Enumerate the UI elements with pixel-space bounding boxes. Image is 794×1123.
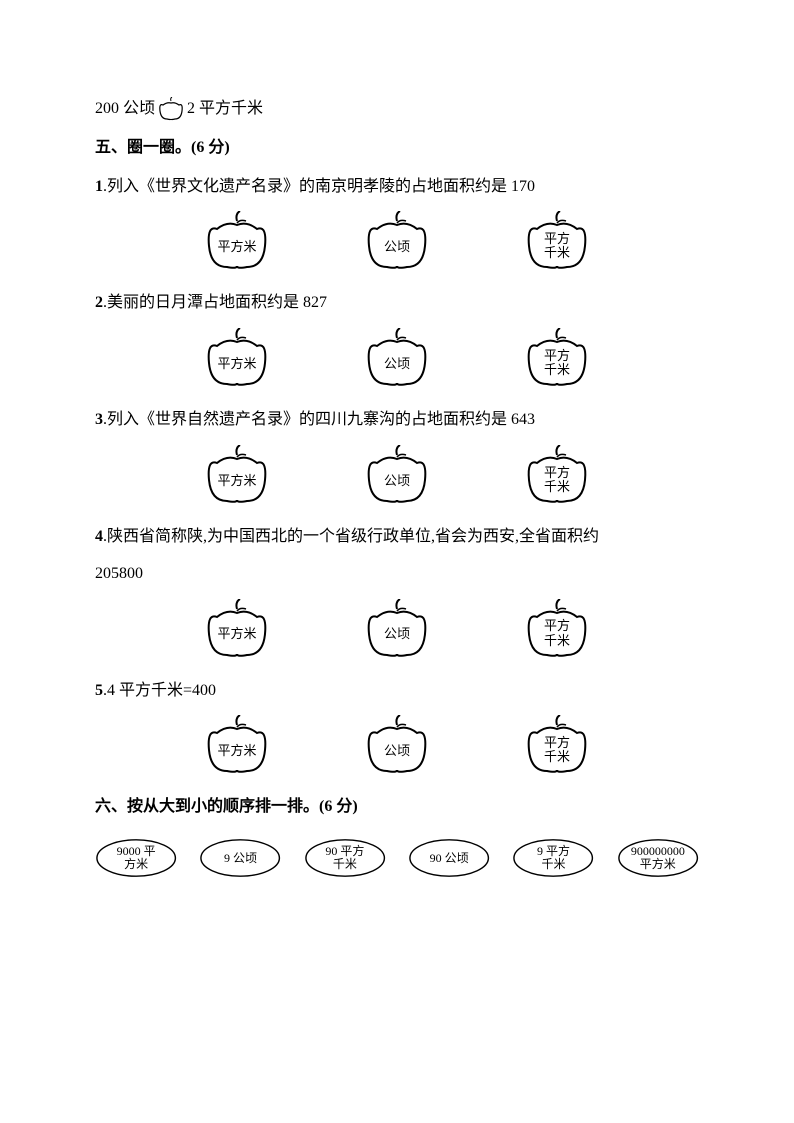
apple-option-2[interactable]: 公顷	[362, 328, 432, 388]
ellipse-item-6[interactable]: 900000000平方米	[617, 837, 699, 879]
section6-title: 六、按从大到小的顺序排一排。(6 分)	[95, 793, 699, 822]
ellipse-label: 9 公顷	[224, 852, 257, 865]
apple-label: 平方米	[217, 240, 256, 254]
apple-option-1[interactable]: 平方米	[202, 599, 272, 659]
apple-option-2[interactable]: 公顷	[362, 445, 432, 505]
apple-row-1: 平方米 公顷 平方千米	[95, 211, 699, 271]
top-right-value: 2 平方千米	[187, 95, 263, 124]
q2-text: .美丽的日月潭占地面积约是 827	[103, 294, 327, 311]
q3-text: .列入《世界自然遗产名录》的四川九寨沟的占地面积约是 643	[103, 411, 535, 428]
apple-label: 平方米	[217, 357, 256, 371]
apple-label: 公顷	[384, 474, 410, 488]
q4-text: .陕西省简称陕,为中国西北的一个省级行政单位,省会为西安,全省面积约	[103, 528, 599, 545]
apple-label: 平方千米	[544, 619, 570, 648]
ellipse-item-2[interactable]: 9 公顷	[199, 837, 281, 879]
ellipse-label: 90 公顷	[430, 852, 469, 865]
apple-row-3: 平方米 公顷 平方千米	[95, 445, 699, 505]
apple-option-2[interactable]: 公顷	[362, 715, 432, 775]
apple-label: 公顷	[384, 627, 410, 641]
apple-label: 平方米	[217, 744, 256, 758]
q5-num: 5	[95, 682, 103, 699]
ellipse-item-4[interactable]: 90 公顷	[408, 837, 490, 879]
apple-row-5: 平方米 公顷 平方千米	[95, 715, 699, 775]
apple-row-2: 平方米 公顷 平方千米	[95, 328, 699, 388]
apple-option-3[interactable]: 平方千米	[522, 599, 592, 659]
apple-option-1[interactable]: 平方米	[202, 715, 272, 775]
q4-num: 4	[95, 528, 103, 545]
apple-option-1[interactable]: 平方米	[202, 211, 272, 271]
apple-label: 平方米	[217, 627, 256, 641]
ellipse-row: 9000 平方米 9 公顷 90 平方千米 90 公顷 9 平方千米 90000…	[95, 837, 699, 879]
question-4: 4.陕西省简称陕,为中国西北的一个省级行政单位,省会为西安,全省面积约	[95, 523, 699, 552]
apple-label: 公顷	[384, 240, 410, 254]
apple-option-3[interactable]: 平方千米	[522, 328, 592, 388]
apple-label: 平方千米	[544, 349, 570, 378]
ellipse-label: 900000000平方米	[631, 845, 685, 871]
q5-text: .4 平方千米=400	[103, 682, 216, 699]
apple-label: 平方千米	[544, 466, 570, 495]
apple-label: 公顷	[384, 744, 410, 758]
section5-title: 五、圈一圈。(6 分)	[95, 134, 699, 163]
apple-label: 平方千米	[544, 232, 570, 261]
ellipse-item-1[interactable]: 9000 平方米	[95, 837, 177, 879]
apple-label: 平方米	[217, 474, 256, 488]
apple-option-3[interactable]: 平方千米	[522, 211, 592, 271]
q1-text: .列入《世界文化遗产名录》的南京明孝陵的占地面积约是 170	[103, 178, 535, 195]
ellipse-label: 9000 平方米	[117, 845, 156, 871]
apple-option-2[interactable]: 公顷	[362, 599, 432, 659]
apple-option-2[interactable]: 公顷	[362, 211, 432, 271]
question-5: 5.4 平方千米=400	[95, 677, 699, 706]
apple-option-1[interactable]: 平方米	[202, 445, 272, 505]
ellipse-label: 90 平方千米	[325, 845, 364, 871]
question-3: 3.列入《世界自然遗产名录》的四川九寨沟的占地面积约是 643	[95, 406, 699, 435]
small-apple-icon	[157, 97, 185, 121]
apple-row-4: 平方米 公顷 平方千米	[95, 599, 699, 659]
q3-num: 3	[95, 411, 103, 428]
q1-num: 1	[95, 178, 103, 195]
apple-option-3[interactable]: 平方千米	[522, 445, 592, 505]
question-1: 1.列入《世界文化遗产名录》的南京明孝陵的占地面积约是 170	[95, 173, 699, 202]
ellipse-item-3[interactable]: 90 平方千米	[304, 837, 386, 879]
top-left-value: 200 公顷	[95, 95, 155, 124]
apple-label: 公顷	[384, 357, 410, 371]
ellipse-item-5[interactable]: 9 平方千米	[512, 837, 594, 879]
question-2: 2.美丽的日月潭占地面积约是 827	[95, 289, 699, 318]
page-content: 200 公顷 2 平方千米 五、圈一圈。(6 分) 1.列入《世界文化遗产名录》…	[95, 95, 699, 879]
top-comparison-line: 200 公顷 2 平方千米	[95, 95, 699, 124]
ellipse-label: 9 平方千米	[537, 845, 570, 871]
apple-label: 平方千米	[544, 736, 570, 765]
question-4-line2: 205800	[95, 560, 699, 589]
q2-num: 2	[95, 294, 103, 311]
apple-option-3[interactable]: 平方千米	[522, 715, 592, 775]
apple-option-1[interactable]: 平方米	[202, 328, 272, 388]
